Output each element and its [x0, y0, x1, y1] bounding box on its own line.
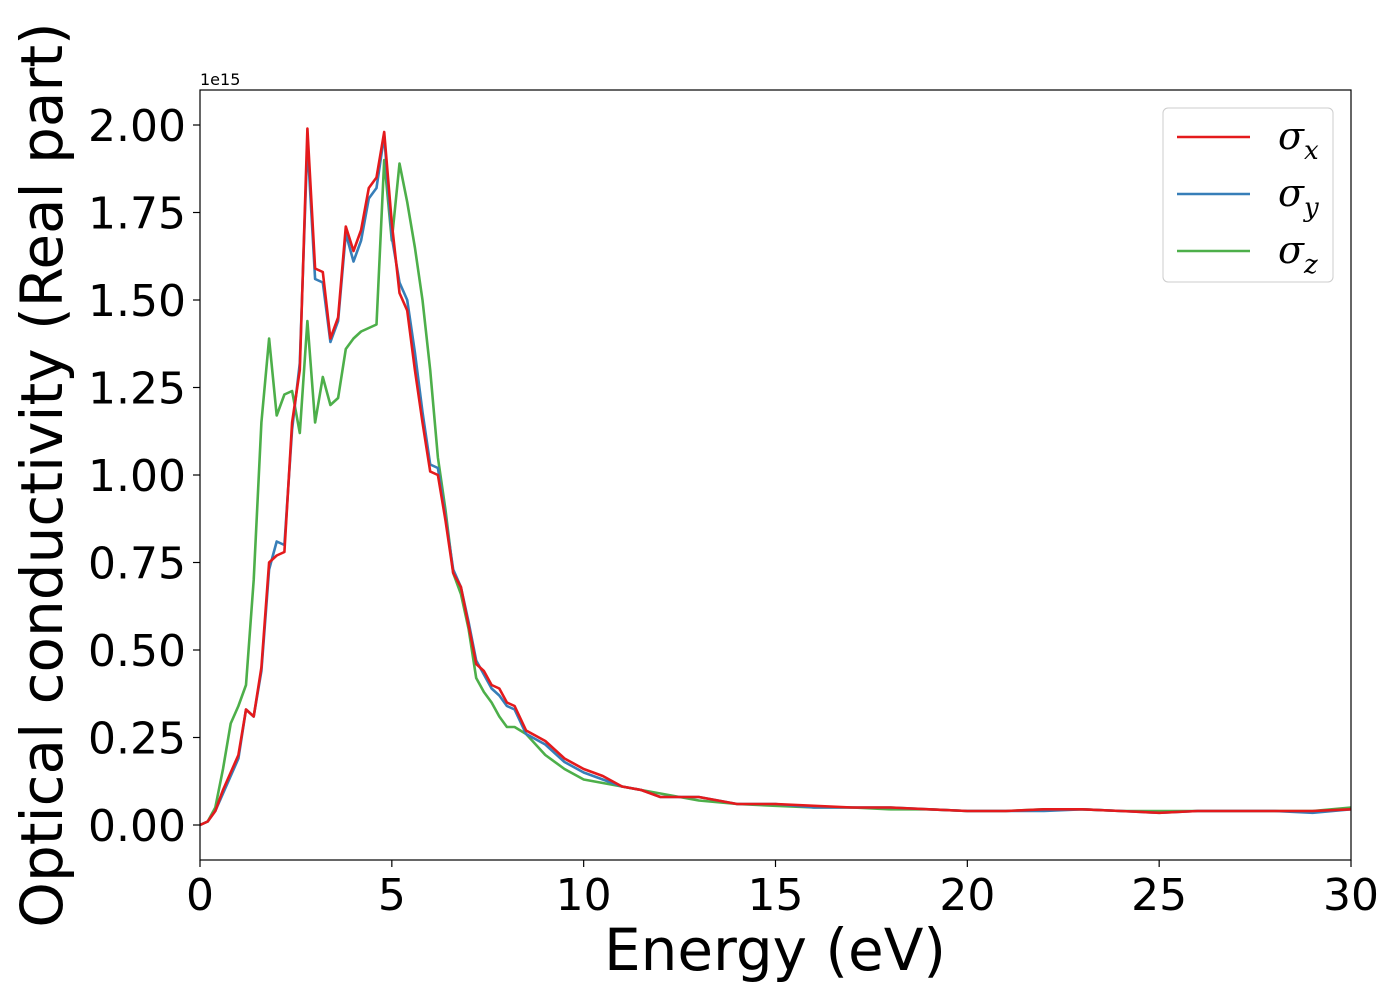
y-tick-label: 1.75 — [88, 189, 186, 240]
legend-label-base: σ — [1278, 171, 1305, 215]
legend-label-x: σx — [1278, 114, 1319, 166]
y-offset-label: 1e15 — [200, 70, 240, 89]
legend-label-subscript: x — [1304, 136, 1319, 166]
x-tick-label: 20 — [939, 870, 995, 921]
x-axis-ticks: 0 5 10 15 20 25 30 — [186, 860, 1379, 921]
y-tick-label: 0.25 — [88, 714, 186, 765]
x-axis-title: Energy (eV) — [604, 916, 946, 984]
y-tick-label: 1.50 — [88, 276, 186, 327]
y-tick-label: 0.00 — [88, 801, 186, 852]
legend-label-z: σz — [1278, 228, 1318, 280]
x-tick-label: 5 — [378, 870, 406, 921]
legend-label-subscript: y — [1303, 193, 1319, 223]
y-tick-label: 1.25 — [88, 364, 186, 415]
y-tick-label: 0.50 — [88, 626, 186, 677]
legend-label-y: σy — [1278, 171, 1319, 223]
x-tick-label: 25 — [1131, 870, 1187, 921]
series-line-x — [200, 127, 1351, 827]
y-tick-label: 0.75 — [88, 539, 186, 590]
y-tick-label: 1.00 — [88, 451, 186, 502]
legend-label-base: σ — [1278, 228, 1305, 272]
y-tick-label: 2.00 — [88, 101, 186, 152]
x-tick-label: 30 — [1323, 870, 1379, 921]
y-axis-title: Optical conductivity (Real part) — [8, 22, 76, 927]
legend-label-subscript: z — [1303, 250, 1318, 280]
series-layer — [200, 127, 1351, 827]
x-tick-label: 10 — [556, 870, 612, 921]
x-tick-label: 0 — [186, 870, 214, 921]
y-axis-ticks: 0.00 0.25 0.50 0.75 1.00 1.25 1.50 1.75 2.00 — [88, 101, 200, 852]
legend-label-base: σ — [1278, 114, 1305, 158]
x-tick-label: 15 — [748, 870, 804, 921]
